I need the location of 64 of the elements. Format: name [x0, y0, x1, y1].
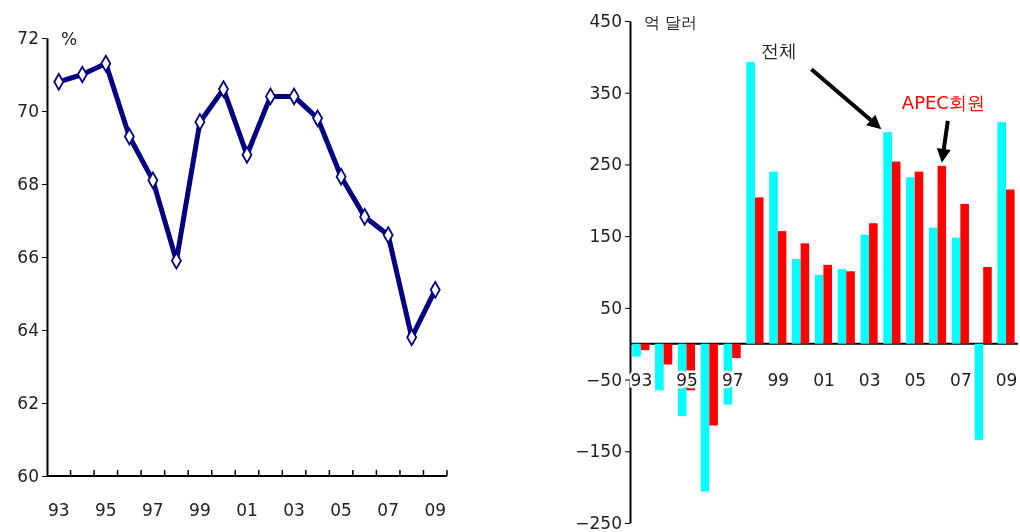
x-tick-label: 95 [676, 369, 698, 390]
bar [814, 274, 824, 344]
bar [1006, 189, 1015, 344]
x-tick-label: 09 [995, 369, 1018, 390]
series-label: 전체 [761, 40, 798, 62]
x-tick-label: 97 [142, 500, 164, 520]
x-tick-label: 03 [283, 500, 305, 520]
bar [837, 269, 847, 344]
bar [951, 237, 961, 344]
bar [632, 343, 641, 357]
bar [700, 343, 710, 492]
x-tick-label: 05 [330, 500, 352, 520]
y-tick-label: 50 [600, 297, 622, 318]
y-axis-title: % [61, 29, 78, 49]
bar [928, 227, 938, 344]
y-tick-label: 64 [17, 319, 39, 340]
bar [891, 161, 901, 344]
x-tick-label: 03 [858, 369, 881, 390]
x-tick-label: 93 [47, 500, 70, 520]
bar [800, 243, 810, 344]
bar [823, 264, 832, 344]
y-tick-label: 450 [589, 10, 622, 31]
bar [655, 343, 664, 391]
x-tick-label: 07 [950, 369, 972, 390]
bar [846, 271, 855, 344]
y-tick-label: 66 [17, 246, 39, 267]
y-tick-label: 62 [17, 392, 39, 413]
bar [997, 122, 1007, 344]
x-tick-label: 01 [813, 369, 835, 390]
bar [754, 197, 764, 344]
x-tick-label: 07 [377, 500, 399, 520]
y-tick-label: −150 [575, 441, 622, 462]
x-tick-label: 05 [904, 369, 927, 390]
x-tick-label: 99 [189, 500, 211, 520]
bar [860, 234, 870, 344]
bar [792, 259, 801, 344]
x-tick-label: 99 [767, 369, 790, 390]
bar [960, 203, 969, 344]
y-tick-label: 60 [17, 465, 39, 486]
y-axis-title: 억 달러 [644, 13, 698, 32]
y-tick-label: −250 [575, 512, 622, 532]
y-tick-label: 68 [17, 173, 39, 194]
bar [914, 171, 924, 344]
y-tick-label: 70 [17, 100, 39, 121]
y-tick-label: 250 [589, 154, 622, 175]
bar [663, 343, 673, 365]
bar [709, 343, 718, 426]
text: APEC회원 [901, 91, 985, 113]
bar [983, 266, 992, 344]
x-tick-label: 95 [95, 500, 117, 520]
bar [869, 223, 878, 344]
bar [769, 171, 778, 344]
bar [906, 177, 915, 344]
x-tick-label: 01 [236, 500, 258, 520]
x-tick-label: 09 [424, 500, 447, 520]
y-tick-label: 150 [589, 226, 622, 247]
bar [777, 231, 787, 344]
bar [883, 132, 892, 344]
y-tick-label: 72 [17, 27, 39, 48]
y-tick-label: 350 [589, 82, 622, 103]
bar [732, 343, 741, 359]
bar [746, 61, 755, 344]
y-tick-label: −50 [586, 369, 622, 390]
bar [974, 343, 984, 440]
